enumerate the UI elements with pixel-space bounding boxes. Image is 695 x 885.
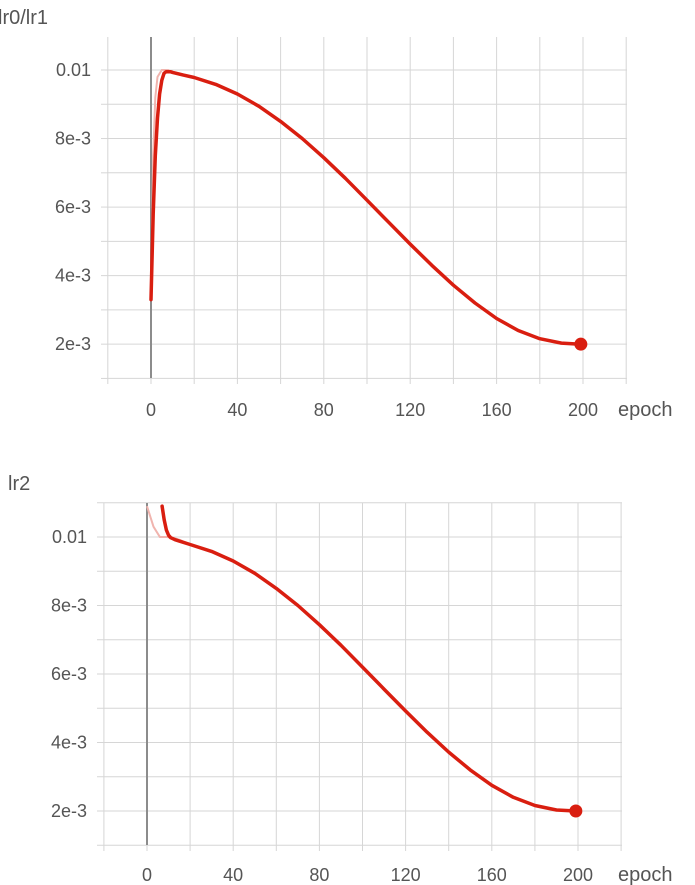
x-axis-title: epoch bbox=[618, 399, 673, 421]
y-tick-label: 4e-3 bbox=[51, 733, 87, 753]
x-tick-label: 80 bbox=[314, 400, 334, 420]
y-tick-label: 8e-3 bbox=[51, 596, 87, 616]
series-line-0 bbox=[160, 504, 578, 813]
x-tick-label: 80 bbox=[309, 865, 329, 885]
chart-lr0-lr1: 0.01 8e-3 6e-3 4e-3 2e-3 0 40 80 120 160 200 lr0/lr… bbox=[0, 7, 673, 421]
x-tick-label: 120 bbox=[391, 865, 421, 885]
series-end-marker bbox=[574, 337, 588, 351]
x-tick-label: 160 bbox=[477, 865, 507, 885]
y-tick-label: 8e-3 bbox=[55, 129, 91, 149]
y-tick-label: 0.01 bbox=[56, 60, 91, 80]
y-tick-label: 4e-3 bbox=[55, 266, 91, 286]
x-tick-label: 0 bbox=[142, 865, 152, 885]
x-tick-label: 0 bbox=[146, 400, 156, 420]
y-axis-title: lr2 bbox=[8, 473, 30, 495]
y-tick-label: 6e-3 bbox=[55, 197, 91, 217]
x-tick-label: 200 bbox=[563, 865, 593, 885]
chart-lr2: 0.01 8e-3 6e-3 4e-3 2e-3 0 40 80 120 160 200 lr2 epo… bbox=[8, 473, 673, 885]
y-tick-label: 2e-3 bbox=[51, 801, 87, 821]
y-tick-label: 0.01 bbox=[52, 527, 87, 547]
y-tick-label: 2e-3 bbox=[55, 334, 91, 354]
x-axis-title: epoch bbox=[618, 864, 673, 885]
y-axis-title: lr0/lr1 bbox=[0, 7, 48, 29]
series-line-0 bbox=[149, 69, 583, 346]
ghost-line bbox=[146, 505, 191, 546]
grid bbox=[97, 502, 622, 851]
x-tick-label: 160 bbox=[482, 400, 512, 420]
x-tick-label: 40 bbox=[223, 865, 243, 885]
series-end-marker bbox=[569, 804, 583, 818]
x-tick-label: 200 bbox=[568, 400, 598, 420]
x-tick-label: 40 bbox=[227, 400, 247, 420]
grid bbox=[101, 37, 627, 384]
y-tick-label: 6e-3 bbox=[51, 664, 87, 684]
x-tick-label: 120 bbox=[395, 400, 425, 420]
